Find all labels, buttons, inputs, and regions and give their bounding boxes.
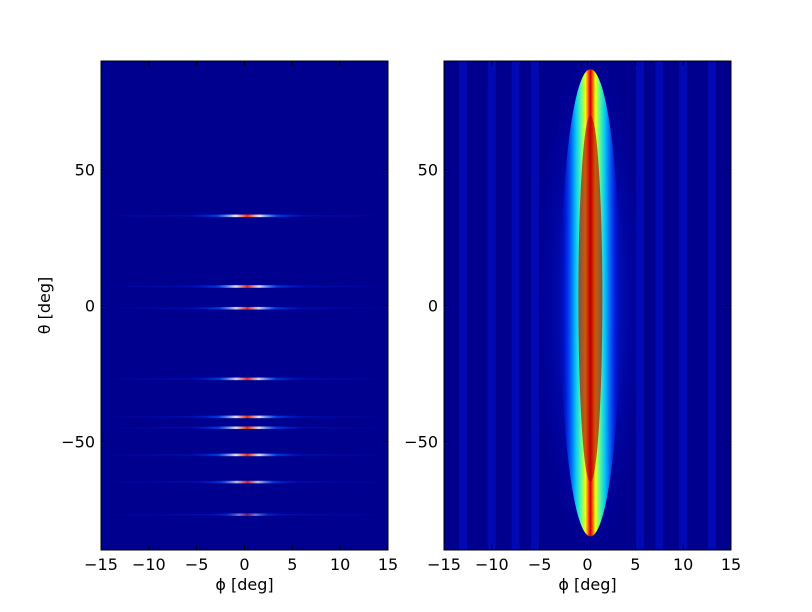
right-x-tick-label: 5 (630, 555, 640, 574)
right-sidelobe-stripe (530, 61, 539, 550)
left-feature-streak (187, 214, 308, 218)
right-x-tick-label: 10 (673, 555, 693, 574)
left-y-axis-label: θ [deg] (35, 277, 54, 335)
right-beam-core (578, 115, 603, 483)
left-y-tick-label: 0 (85, 297, 95, 316)
left-x-tick-label: −10 (132, 555, 166, 574)
left-feature-streak (194, 480, 301, 484)
right-y-tick-label: 0 (428, 297, 438, 316)
left-x-tick-label: 5 (287, 555, 297, 574)
left-feature-streak (188, 453, 306, 457)
left-y-tick-label: 50 (75, 161, 95, 180)
right-heatmap-features (459, 61, 716, 550)
right-y-tick-label: 50 (418, 161, 438, 180)
left-x-tick-label: 10 (330, 555, 350, 574)
left-x-tick-label: 0 (239, 555, 249, 574)
left-y-tick-label: −50 (61, 432, 95, 451)
right-x-tick-label: −5 (528, 555, 552, 574)
right-sidelobe-stripe (511, 61, 520, 550)
right-heatmap-panel: −15 −10 −5 0 5 10 15 500−50 ϕ [deg] (404, 60, 741, 594)
left-x-tick-label: −5 (185, 555, 209, 574)
left-feature-streak (205, 513, 290, 516)
right-y-ticks: 50 0 −50 (404, 161, 731, 451)
right-sidelobe-stripe (487, 61, 496, 550)
left-feature-streak (190, 306, 304, 310)
left-feature-streak (190, 377, 304, 381)
right-x-tick-label: 15 (721, 555, 741, 574)
left-heatmap-panel: −15 −10 −5 0 5 10 15 500−50 ϕ [deg] θ [deg] (35, 60, 398, 594)
right-x-tick-label: −15 (427, 555, 461, 574)
left-plot-background (101, 61, 388, 550)
right-sidelobe-stripe (707, 61, 716, 550)
right-sidelobe-stripe (679, 61, 688, 550)
right-x-tick-label: −10 (475, 555, 509, 574)
right-sidelobe-stripe (459, 61, 468, 550)
right-x-tick-label: 0 (582, 555, 592, 574)
right-y-tick-label: −50 (404, 432, 438, 451)
left-y-ticks: 50 0 −50 (61, 161, 388, 451)
left-heatmap-features (101, 214, 388, 516)
right-x-axis-label: ϕ [deg] (558, 575, 616, 594)
left-x-tick-label: −15 (84, 555, 118, 574)
left-x-axis-label: ϕ [deg] (215, 575, 273, 594)
right-x-ticks: −15 −10 −5 0 5 10 15 (427, 61, 741, 574)
left-x-tick-label: 15 (378, 555, 398, 574)
left-feature-streak (188, 415, 306, 419)
left-feature-streak (188, 285, 306, 288)
right-sidelobe-stripe (655, 61, 664, 550)
left-x-ticks: −15 −10 −5 0 5 10 15 (84, 61, 398, 574)
left-feature-streak (189, 426, 306, 430)
